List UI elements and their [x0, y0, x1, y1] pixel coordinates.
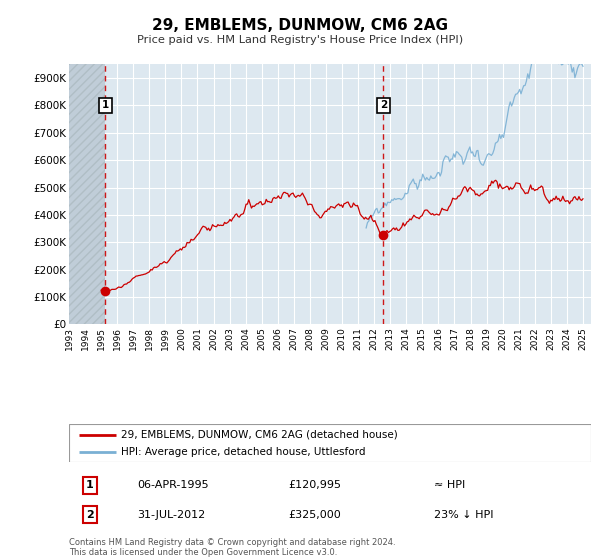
Text: 29, EMBLEMS, DUNMOW, CM6 2AG: 29, EMBLEMS, DUNMOW, CM6 2AG [152, 18, 448, 32]
Text: 1: 1 [102, 100, 109, 110]
Text: 29, EMBLEMS, DUNMOW, CM6 2AG (detached house): 29, EMBLEMS, DUNMOW, CM6 2AG (detached h… [121, 430, 398, 440]
Text: £325,000: £325,000 [288, 510, 341, 520]
Text: This data is licensed under the Open Government Licence v3.0.: This data is licensed under the Open Gov… [69, 548, 337, 557]
Bar [69, 64, 106, 324]
Text: HPI: Average price, detached house, Uttlesford: HPI: Average price, detached house, Uttl… [121, 447, 366, 458]
Text: ≈ HPI: ≈ HPI [434, 480, 466, 491]
Text: 1: 1 [86, 480, 94, 491]
Text: 06-APR-1995: 06-APR-1995 [137, 480, 208, 491]
Text: Contains HM Land Registry data © Crown copyright and database right 2024.: Contains HM Land Registry data © Crown c… [69, 538, 395, 547]
Text: Price paid vs. HM Land Registry's House Price Index (HPI): Price paid vs. HM Land Registry's House … [137, 35, 463, 45]
Text: £120,995: £120,995 [288, 480, 341, 491]
Text: 23% ↓ HPI: 23% ↓ HPI [434, 510, 494, 520]
FancyBboxPatch shape [69, 424, 591, 462]
Text: 2: 2 [380, 100, 387, 110]
Text: 2: 2 [86, 510, 94, 520]
Text: 31-JUL-2012: 31-JUL-2012 [137, 510, 205, 520]
